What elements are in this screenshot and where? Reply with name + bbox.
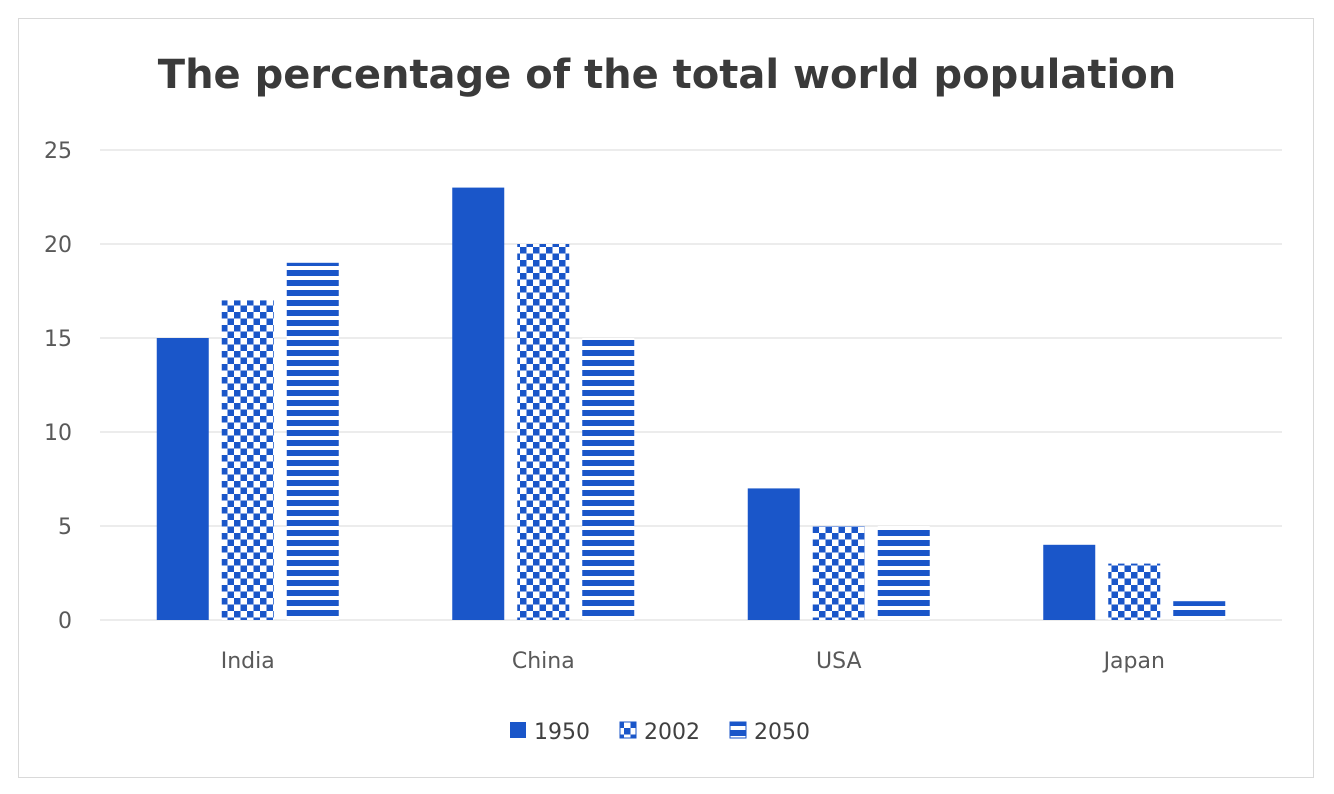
- bar-usa-2050: [877, 526, 930, 620]
- bar-usa-1950: [747, 488, 800, 620]
- y-tick-label: 15: [44, 327, 72, 352]
- y-tick-label: 20: [44, 233, 72, 258]
- bar-japan-2002: [1108, 563, 1161, 620]
- bar-japan-1950: [1043, 544, 1096, 620]
- bar-india-1950: [156, 338, 209, 620]
- legend: 1950 2002 2050: [510, 720, 810, 745]
- chart-title: The percentage of the total world popula…: [157, 52, 1177, 98]
- bar-japan-2050: [1173, 601, 1226, 620]
- y-axis-ticks: 0 5 10 15 20 25: [44, 139, 72, 634]
- x-tick-label: USA: [816, 649, 862, 674]
- x-tick-label: Japan: [1102, 649, 1165, 674]
- bar-china-2002: [517, 244, 570, 620]
- legend-label-1950: 1950: [534, 720, 590, 745]
- legend-label-2002: 2002: [644, 720, 700, 745]
- bars: [156, 187, 1226, 620]
- y-tick-label: 0: [58, 609, 72, 634]
- x-axis-ticks: India China USA Japan: [221, 649, 1165, 674]
- legend-swatch-2002: [619, 721, 637, 739]
- legend-label-2050: 2050: [754, 720, 810, 745]
- bar-china-1950: [452, 187, 505, 620]
- x-tick-label: China: [512, 649, 575, 674]
- y-tick-label: 5: [58, 515, 72, 540]
- bar-india-2002: [221, 300, 274, 620]
- legend-swatch-1950: [510, 722, 526, 738]
- bar-india-2050: [286, 262, 339, 620]
- bar-china-2050: [582, 338, 635, 620]
- gridlines: [100, 149, 1282, 621]
- legend-swatch-2050: [729, 721, 747, 739]
- y-tick-label: 25: [44, 139, 72, 164]
- y-tick-label: 10: [44, 421, 72, 446]
- bar-usa-2002: [812, 526, 865, 620]
- x-tick-label: India: [221, 649, 275, 674]
